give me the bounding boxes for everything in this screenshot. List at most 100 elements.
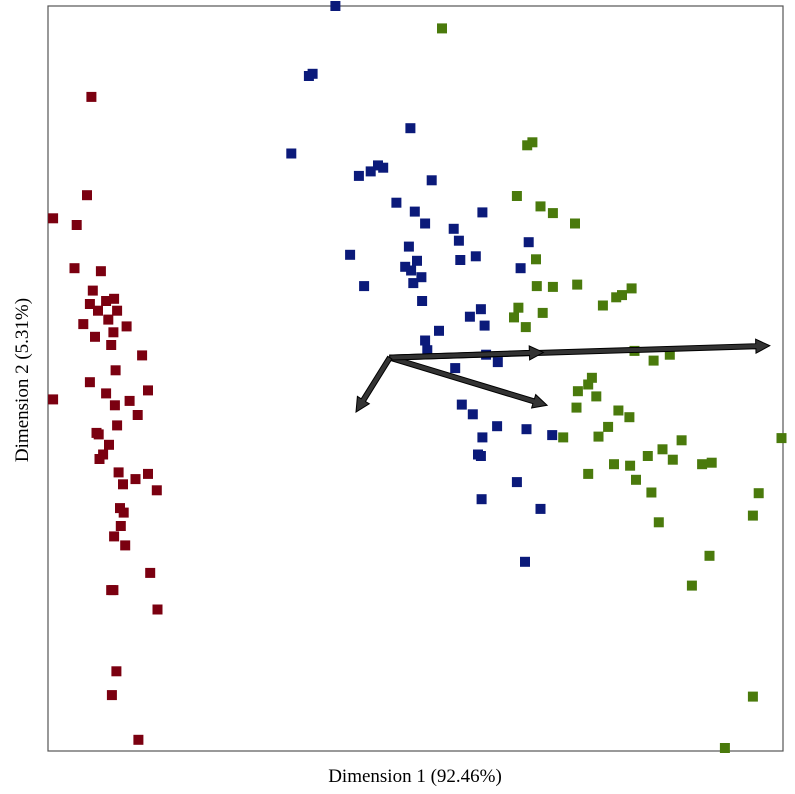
data-point-s2-44 xyxy=(753,488,764,499)
data-point-s0-36 xyxy=(118,479,128,490)
data-point-s2-33 xyxy=(676,435,687,446)
data-point-s0-14 xyxy=(121,321,132,332)
data-point-s1-43 xyxy=(477,432,488,443)
data-point-s2-39 xyxy=(706,457,717,468)
data-point-s2-20 xyxy=(664,349,675,360)
data-point-s2-47 xyxy=(704,550,715,561)
data-point-s0-27 xyxy=(112,420,123,431)
data-point-s0-25 xyxy=(109,400,120,411)
data-point-s1-19 xyxy=(455,255,466,265)
data-point-s2-1 xyxy=(527,137,538,148)
data-point-s2-49 xyxy=(747,691,758,702)
data-point-s2-48 xyxy=(686,580,697,591)
data-point-s2-32 xyxy=(776,433,787,444)
data-point-s2-23 xyxy=(583,379,594,390)
data-point-s2-26 xyxy=(571,402,582,413)
data-point-s1-6 xyxy=(378,162,389,173)
data-point-s1-33 xyxy=(420,335,431,346)
data-point-s2-4 xyxy=(547,208,558,219)
data-point-s1-11 xyxy=(409,206,420,217)
data-point-s1-16 xyxy=(453,235,464,246)
plot-frame xyxy=(47,5,784,752)
data-point-s0-30 xyxy=(104,439,114,450)
data-point-s1-8 xyxy=(353,170,364,181)
data-point-s1-26 xyxy=(408,278,419,289)
loading-vector-arrow-3 xyxy=(355,355,393,413)
data-point-s1-32 xyxy=(434,325,444,336)
data-point-s0-39 xyxy=(118,507,129,518)
data-point-s2-0 xyxy=(437,23,447,34)
data-point-s1-7 xyxy=(365,166,376,177)
data-point-s1-20 xyxy=(470,251,481,262)
data-point-s2-10 xyxy=(572,279,583,290)
data-point-s1-31 xyxy=(479,320,490,331)
data-point-s0-11 xyxy=(112,305,123,316)
data-point-s2-12 xyxy=(617,290,627,301)
data-point-s2-31 xyxy=(558,432,569,443)
data-point-s0-2 xyxy=(82,190,92,201)
data-point-s2-7 xyxy=(531,254,541,265)
data-point-s1-40 xyxy=(492,421,503,432)
y-axis-label: Dimension 2 (5.31%) xyxy=(12,298,33,462)
data-point-s1-49 xyxy=(520,556,530,567)
data-point-s0-35 xyxy=(130,474,141,485)
data-point-s1-22 xyxy=(406,265,417,276)
data-point-s1-28 xyxy=(417,296,428,306)
data-point-s2-22 xyxy=(586,372,597,383)
data-point-s0-24 xyxy=(124,395,135,406)
data-point-s1-39 xyxy=(467,409,478,420)
data-point-s0-41 xyxy=(109,531,120,542)
data-point-s2-43 xyxy=(646,487,657,498)
data-point-s2-13 xyxy=(611,292,622,303)
data-point-s1-36 xyxy=(450,363,461,374)
data-point-s2-5 xyxy=(535,201,546,212)
data-point-s2-37 xyxy=(625,460,636,471)
data-point-s2-18 xyxy=(520,322,531,333)
data-point-s0-40 xyxy=(115,521,126,531)
data-point-s1-2 xyxy=(303,71,314,81)
data-point-s1-42 xyxy=(547,430,558,441)
loading-vector-arrow-1 xyxy=(388,354,549,409)
data-point-s0-29 xyxy=(93,429,104,440)
data-point-s2-15 xyxy=(513,302,524,313)
data-point-s0-9 xyxy=(109,293,120,304)
data-point-s2-27 xyxy=(613,405,624,416)
data-point-s2-28 xyxy=(624,412,635,423)
data-point-s1-34 xyxy=(422,345,433,356)
data-point-s0-49 xyxy=(133,734,144,745)
data-point-s1-15 xyxy=(523,237,534,248)
data-point-s0-48 xyxy=(106,690,117,701)
data-point-s1-0 xyxy=(330,1,341,11)
data-point-s0-13 xyxy=(78,319,89,330)
data-point-s2-30 xyxy=(593,431,604,442)
data-point-s2-16 xyxy=(509,312,519,323)
data-point-s0-34 xyxy=(143,468,153,479)
data-point-s1-5 xyxy=(373,160,383,171)
data-point-s0-42 xyxy=(120,540,131,551)
data-point-s0-33 xyxy=(113,467,124,478)
data-point-s2-29 xyxy=(603,421,614,432)
data-point-s2-34 xyxy=(657,444,668,455)
data-point-s2-8 xyxy=(531,281,542,292)
data-point-s1-12 xyxy=(477,207,488,218)
data-point-s2-9 xyxy=(547,281,558,292)
data-point-s0-45 xyxy=(108,585,119,596)
loading-vector-arrow-2 xyxy=(389,345,545,361)
data-point-s0-22 xyxy=(101,388,112,399)
data-point-s0-20 xyxy=(84,377,95,388)
data-point-s1-37 xyxy=(492,357,503,368)
data-point-s2-17 xyxy=(537,307,548,318)
points-layer xyxy=(48,1,787,753)
data-point-s2-11 xyxy=(626,283,637,294)
data-point-s1-46 xyxy=(511,477,522,488)
data-point-s0-19 xyxy=(110,365,121,376)
data-point-s0-17 xyxy=(106,340,117,350)
data-point-s0-23 xyxy=(48,394,59,405)
data-point-s1-4 xyxy=(286,148,297,159)
data-point-s0-6 xyxy=(87,285,98,296)
data-point-s0-32 xyxy=(94,454,105,464)
data-point-s1-45 xyxy=(475,451,486,461)
data-point-s1-17 xyxy=(403,241,414,252)
data-point-s2-36 xyxy=(667,454,678,465)
